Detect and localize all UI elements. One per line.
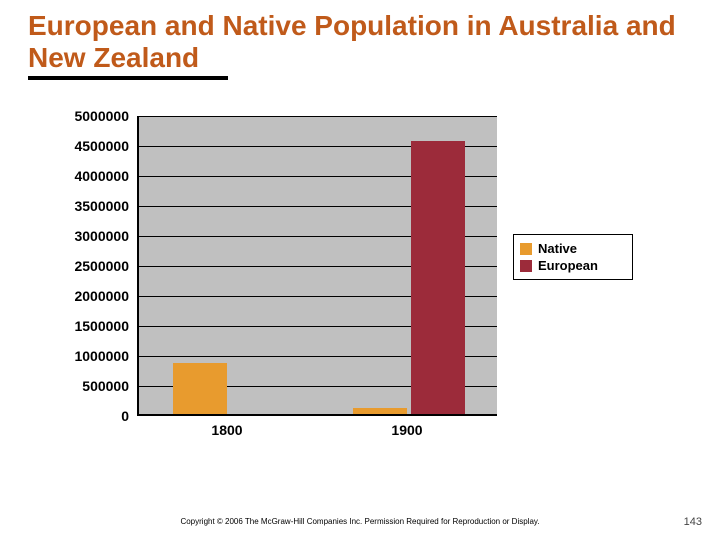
x-tick-label: 1800 (211, 422, 242, 438)
legend-label: European (538, 258, 598, 273)
y-tick-label: 2500000 (74, 258, 129, 274)
bar (411, 141, 465, 414)
plot-area (137, 116, 497, 416)
page-number: 143 (684, 516, 702, 528)
chart-container: 0 500000 1000000 1500000 2000000 2500000 30000… (55, 116, 645, 456)
title-block: European and Native Population in Austra… (0, 0, 720, 80)
gridline (139, 116, 497, 117)
legend-label: Native (538, 241, 577, 256)
y-axis-labels: 0 500000 1000000 1500000 2000000 2500000 30000… (55, 116, 133, 436)
y-tick-label: 3500000 (74, 198, 129, 214)
y-tick-label: 500000 (82, 378, 129, 394)
y-tick-label: 1000000 (74, 348, 129, 364)
page-title: European and Native Population in Austra… (28, 10, 692, 74)
y-tick-label: 5000000 (74, 108, 129, 124)
legend-item: European (520, 258, 626, 273)
legend-swatch (520, 260, 532, 272)
y-tick-label: 3000000 (74, 228, 129, 244)
y-tick-label: 4500000 (74, 138, 129, 154)
legend-item: Native (520, 241, 626, 256)
x-tick-label: 1900 (391, 422, 422, 438)
bar (353, 408, 407, 414)
x-axis-labels: 1800 1900 (137, 422, 497, 446)
title-underline (28, 76, 228, 80)
copyright-text: Copyright © 2006 The McGraw-Hill Compani… (0, 517, 720, 526)
y-tick-label: 0 (121, 408, 129, 424)
legend: Native European (513, 234, 633, 280)
legend-swatch (520, 243, 532, 255)
bar (173, 363, 227, 414)
y-tick-label: 4000000 (74, 168, 129, 184)
y-tick-label: 1500000 (74, 318, 129, 334)
y-tick-label: 2000000 (74, 288, 129, 304)
